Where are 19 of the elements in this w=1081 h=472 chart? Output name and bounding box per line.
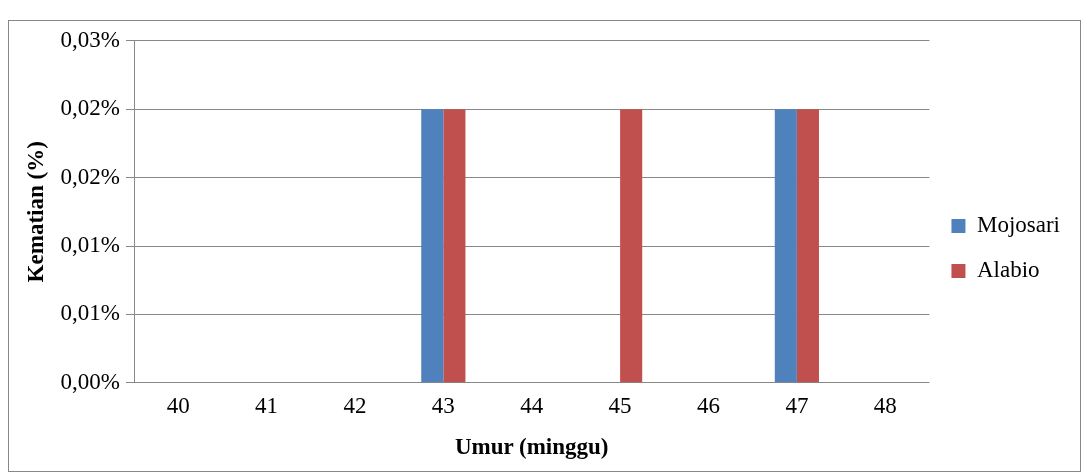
x-tick-label: 42 xyxy=(343,392,367,418)
y-tick-label: 0,01% xyxy=(60,300,121,326)
x-tick-label: 48 xyxy=(873,392,897,418)
y-axis-title: Kematian (%) xyxy=(22,141,48,283)
x-tick-label: 45 xyxy=(608,392,632,418)
x-tick-label: 46 xyxy=(696,392,720,418)
y-tick-label: 0,02% xyxy=(60,163,121,189)
y-tick-label: 0,02% xyxy=(60,95,121,121)
x-tick-label: 40 xyxy=(166,392,190,418)
x-tick-label: 44 xyxy=(520,392,544,418)
x-tick-label: 43 xyxy=(431,392,455,418)
x-tick-label: 41 xyxy=(255,392,279,418)
y-tick-label: 0,00% xyxy=(60,368,121,394)
legend-label: Alabio xyxy=(976,257,1040,283)
x-axis-title: Umur (minggu) xyxy=(454,434,609,460)
y-tick-label: 0,03% xyxy=(60,26,121,52)
legend-label: Mojosari xyxy=(976,212,1061,238)
x-tick-label: 47 xyxy=(785,392,809,418)
y-tick-label: 0,01% xyxy=(60,232,121,258)
